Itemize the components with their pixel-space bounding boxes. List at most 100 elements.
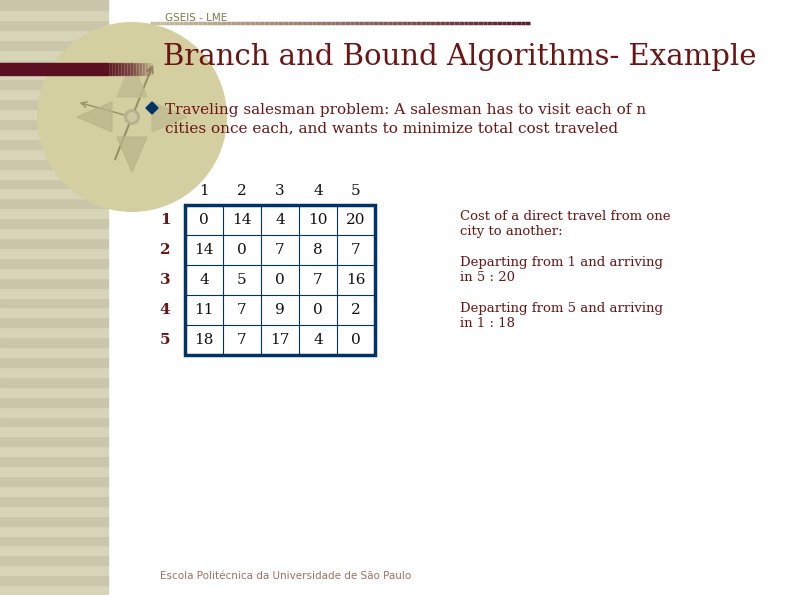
Bar xyxy=(117,63,118,75)
Bar xyxy=(0,427,108,436)
Bar xyxy=(0,397,108,406)
Bar xyxy=(110,63,111,75)
Bar xyxy=(0,496,108,506)
Text: Traveling salesman problem: A salesman has to visit each of n: Traveling salesman problem: A salesman h… xyxy=(165,103,646,117)
Bar xyxy=(128,63,129,75)
Bar xyxy=(0,20,108,30)
Text: Cost of a direct travel from one: Cost of a direct travel from one xyxy=(460,210,670,223)
Text: 20: 20 xyxy=(346,213,366,227)
Bar xyxy=(114,63,115,75)
Bar xyxy=(0,416,108,427)
Bar xyxy=(108,63,110,75)
Polygon shape xyxy=(77,102,112,132)
Text: in 5 : 20: in 5 : 20 xyxy=(460,271,515,284)
Text: GSEIS - LME: GSEIS - LME xyxy=(165,13,227,23)
Bar xyxy=(0,0,108,10)
Text: cities once each, and wants to minimize total cost traveled: cities once each, and wants to minimize … xyxy=(165,121,618,135)
Bar xyxy=(0,238,108,248)
Text: 2: 2 xyxy=(237,184,247,198)
Text: 2: 2 xyxy=(160,243,170,257)
Polygon shape xyxy=(117,137,147,172)
Bar xyxy=(150,63,152,75)
Bar xyxy=(0,89,108,99)
Bar xyxy=(0,63,108,75)
Bar xyxy=(0,486,108,496)
Text: 7: 7 xyxy=(237,333,247,347)
Bar xyxy=(0,70,108,79)
Bar xyxy=(121,63,123,75)
Bar xyxy=(0,228,108,238)
Text: 16: 16 xyxy=(346,273,366,287)
Bar xyxy=(0,168,108,178)
Text: 14: 14 xyxy=(195,243,214,257)
Circle shape xyxy=(37,22,227,212)
Bar xyxy=(147,63,148,75)
Text: 0: 0 xyxy=(351,333,361,347)
Bar xyxy=(0,49,108,60)
Text: in 1 : 18: in 1 : 18 xyxy=(460,317,515,330)
Bar xyxy=(111,63,113,75)
Bar xyxy=(140,63,141,75)
Bar xyxy=(0,287,108,298)
Bar xyxy=(120,63,121,75)
Text: Departing from 5 and arriving: Departing from 5 and arriving xyxy=(460,302,663,315)
Bar xyxy=(0,30,108,40)
Bar xyxy=(0,317,108,327)
Text: 5: 5 xyxy=(160,333,170,347)
Bar xyxy=(0,546,108,555)
Text: 7: 7 xyxy=(276,243,285,257)
Bar xyxy=(0,337,108,347)
Bar xyxy=(0,565,108,575)
Bar xyxy=(0,79,108,89)
Bar xyxy=(0,506,108,516)
Text: 7: 7 xyxy=(313,273,323,287)
Text: 5: 5 xyxy=(351,184,360,198)
Text: Branch and Bound Algorithms- Example: Branch and Bound Algorithms- Example xyxy=(164,43,757,71)
Bar xyxy=(0,198,108,208)
Text: 3: 3 xyxy=(160,273,170,287)
Text: 1: 1 xyxy=(199,184,209,198)
Bar xyxy=(0,347,108,357)
Bar xyxy=(0,516,108,525)
Bar xyxy=(0,446,108,456)
Bar xyxy=(0,10,108,20)
Bar xyxy=(0,536,108,546)
Bar xyxy=(185,205,375,355)
Bar xyxy=(0,149,108,159)
Bar xyxy=(0,357,108,367)
Bar xyxy=(132,63,133,75)
Bar xyxy=(0,268,108,278)
Bar xyxy=(0,555,108,565)
Text: 0: 0 xyxy=(313,303,323,317)
Bar xyxy=(133,63,135,75)
Bar xyxy=(0,278,108,287)
Bar xyxy=(0,575,108,585)
Bar xyxy=(0,327,108,337)
Bar xyxy=(152,63,153,75)
Text: Escola Politécnica da Universidade de São Paulo: Escola Politécnica da Universidade de Sã… xyxy=(160,571,411,581)
Bar xyxy=(0,218,108,228)
Bar xyxy=(145,63,147,75)
Bar xyxy=(135,63,137,75)
Bar xyxy=(129,63,130,75)
Bar xyxy=(0,456,108,466)
Bar xyxy=(148,63,150,75)
Text: 9: 9 xyxy=(276,303,285,317)
Bar xyxy=(144,63,145,75)
Bar xyxy=(0,377,108,387)
Text: 5: 5 xyxy=(237,273,247,287)
Bar xyxy=(0,466,108,476)
Bar xyxy=(123,63,125,75)
Bar xyxy=(142,63,144,75)
Text: 0: 0 xyxy=(199,213,209,227)
Bar xyxy=(0,60,108,70)
Text: 10: 10 xyxy=(308,213,328,227)
Text: 18: 18 xyxy=(195,333,214,347)
Bar xyxy=(0,189,108,198)
Circle shape xyxy=(124,109,140,125)
Text: 0: 0 xyxy=(276,273,285,287)
Text: 11: 11 xyxy=(195,303,214,317)
Text: Departing from 1 and arriving: Departing from 1 and arriving xyxy=(460,256,663,269)
Bar xyxy=(0,109,108,119)
Bar xyxy=(0,99,108,109)
